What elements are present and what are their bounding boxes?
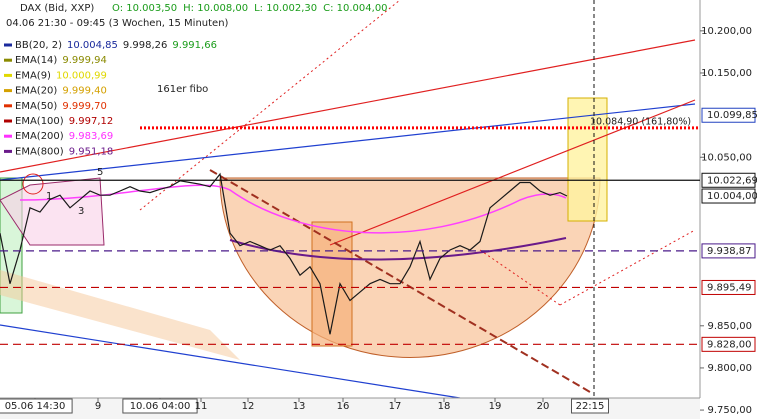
ohlc-value: O: 10.003,50 <box>112 3 177 14</box>
legend-value: 10.004,85 <box>67 40 118 51</box>
legend-value: 10.000,99 <box>56 70 107 81</box>
annotation: 3 <box>78 206 84 217</box>
y-tick-label: 10.200,00 <box>701 26 752 37</box>
level-box <box>701 107 756 123</box>
x-tick-label: 05.06 14:30 <box>5 401 66 412</box>
x-tick-label: 17 <box>389 401 402 412</box>
ema-200 <box>19 184 567 234</box>
legend-name: EMA(20) <box>15 86 57 97</box>
chart-subtitle: 04.06 21:30 - 09:45 (3 Wochen, 15 Minute… <box>6 18 229 29</box>
legend-value: 9.999,70 <box>62 101 107 112</box>
legend-name: EMA(14) <box>15 55 57 66</box>
trend-line <box>139 0 401 211</box>
annotation: 1 <box>46 191 52 202</box>
x-tick-box <box>0 398 73 414</box>
box <box>311 221 353 347</box>
level-box <box>701 336 756 352</box>
y-tick-label: 9.800,00 <box>707 363 752 374</box>
x-tick-box <box>571 398 609 414</box>
x-tick-label: 11 <box>195 401 208 412</box>
y-tick-label: 10.050,00 <box>701 152 752 163</box>
level-label: 9.938,87 <box>707 246 752 257</box>
annotation: 5 <box>97 167 103 178</box>
x-tick-label: 20 <box>537 401 550 412</box>
level-box <box>701 243 756 259</box>
x-tick-label: 13 <box>293 401 306 412</box>
trend-line <box>479 249 561 306</box>
trend-line <box>209 169 591 393</box>
level-label: 9.895,49 <box>707 282 752 293</box>
price-line <box>0 172 568 335</box>
x-tick-label: 22:15 <box>576 401 605 412</box>
trend-line <box>0 324 461 399</box>
fan <box>0 270 240 360</box>
legend-name: EMA(800) <box>15 146 64 157</box>
level-box <box>701 279 756 295</box>
box <box>567 97 608 222</box>
trend-line <box>329 99 696 246</box>
legend-value: 9.991,66 <box>172 40 217 51</box>
x-tick-label: 19 <box>489 401 502 412</box>
level-box <box>701 172 756 188</box>
fibo-label: 10.084,90 (161,80%) <box>590 116 691 127</box>
legend-value: 9.983,69 <box>69 131 114 142</box>
legend-value: 9.951,18 <box>69 146 114 157</box>
box <box>0 177 105 246</box>
legend-value: 9.998,26 <box>123 40 168 51</box>
x-tick-label: 12 <box>242 401 255 412</box>
level-label: 10.004,00 <box>707 191 757 202</box>
legend-value: 9.997,12 <box>69 116 114 127</box>
legend-name: EMA(9) <box>15 70 51 81</box>
y-tick-label: 9.750,00 <box>707 405 752 416</box>
legend-name: EMA(100) <box>15 116 64 127</box>
x-tick-label: 16 <box>337 401 350 412</box>
y-tick-label: 10.150,00 <box>701 68 752 79</box>
y-axis-panel <box>700 0 757 419</box>
legend-value: 9.999,40 <box>62 86 107 97</box>
annotation: 161er fibo <box>157 84 208 95</box>
x-tick-label: 18 <box>438 401 451 412</box>
level-label: 9.828,00 <box>707 339 752 350</box>
y-tick-label: 9.850,00 <box>707 321 752 332</box>
legend-name: BB(20, 2) <box>15 40 62 51</box>
x-tick-box <box>122 398 198 414</box>
marker-circle <box>22 173 44 195</box>
ohlc-value: L: 10.002,30 <box>254 3 317 14</box>
level-label: 10.099,85 <box>707 110 757 121</box>
level-label: 10.022,69 <box>707 175 757 186</box>
trend-line <box>0 103 696 181</box>
trend-line <box>559 229 696 306</box>
trend-line <box>0 39 696 173</box>
x-tick-label: 9 <box>95 401 101 412</box>
legend-name: EMA(50) <box>15 101 57 112</box>
ohlc-value: H: 10.008,00 <box>183 3 248 14</box>
legend-value: 9.999,94 <box>62 55 107 66</box>
chart-title: DAX (Bid, XXP) <box>20 3 94 14</box>
ohlc-value: C: 10.004,00 <box>323 3 387 14</box>
x-tick-label: 10.06 04:00 <box>130 401 191 412</box>
legend-name: EMA(200) <box>15 131 64 142</box>
level-box <box>701 188 756 204</box>
